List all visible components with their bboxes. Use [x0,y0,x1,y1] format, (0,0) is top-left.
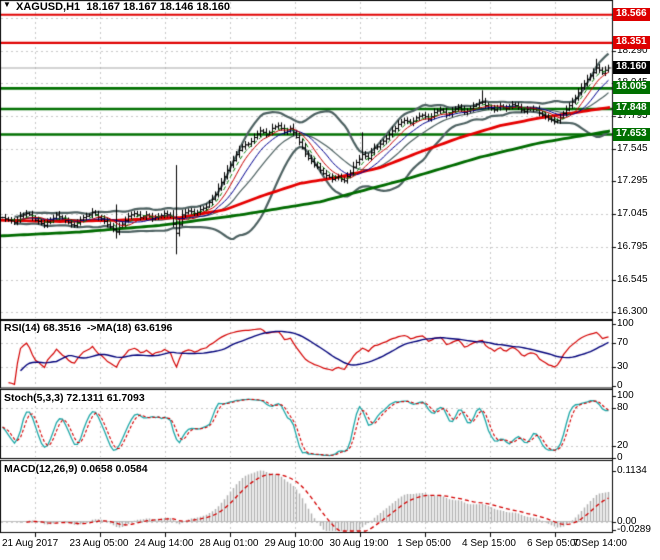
price-axis-tick: 17.295 [617,175,648,187]
macd-axis-tick: -0.0289 [617,524,651,535]
price-level-badge: 18.351 [613,35,650,49]
stoch-axis-tick: 80 [617,402,629,414]
price-level-badge: 17.653 [613,127,650,141]
price-axis-tick: 16.795 [617,241,648,253]
macd-axis-tick: 0.00 [617,515,637,527]
stoch-indicator-label: Stoch(5,3,3) 72.1311 61.7093 [4,392,145,404]
stoch-axis-tick: 20 [617,439,629,451]
rsi-axis-tick: 30 [617,361,629,373]
rsi-axis-tick: 70 [617,336,629,348]
price-level-badge: 17.848 [613,101,650,115]
macd-axis-tick: 0.1134 [617,464,647,476]
price-level-badge: 18.005 [613,81,650,95]
time-axis-label: 7 Sep 14:00 [573,538,627,549]
time-axis-label: 29 Aug 10:00 [264,538,324,549]
price-axis-tick: 16.300 [617,306,648,318]
rsi-indicator-label: RSI(14) 68.3516 ->MA(18) 63.6196 [4,322,173,334]
rsi-axis-tick: 0 [617,380,623,391]
price-axis-tick: 18.290 [617,44,648,56]
price-level-badge: 18.160 [613,61,650,74]
chart-title-quote: XAGUSD,H1 18.167 18.167 18.146 18.160 [16,1,231,13]
price-level-badge: 18.566 [613,7,650,21]
price-axis-tick: 17.545 [617,142,648,154]
time-axis-label: 21 Aug 2017 [2,538,59,549]
price-axis-tick: 16.545 [617,273,648,285]
time-axis-label: 28 Aug 01:00 [199,538,259,549]
time-axis-label: 30 Aug 19:00 [329,538,389,549]
time-axis-label: 24 Aug 14:00 [134,538,194,549]
time-axis-label: 6 Sep 05:00 [527,538,581,549]
time-axis-label: 1 Sep 05:00 [397,538,451,549]
time-axis-label: 23 Aug 05:00 [69,538,129,549]
macd-indicator-label: MACD(12,26,9) 0.0658 0.0584 [4,463,148,475]
symbol-menu-icon[interactable]: ▼ [3,0,11,9]
price-axis-tick: 17.795 [617,109,648,121]
price-axis-tick: 17.045 [617,208,648,220]
rsi-axis-tick: 100 [617,318,634,329]
stoch-axis-tick: 0 [617,452,623,463]
stoch-axis-tick: 100 [617,390,634,401]
time-axis-label: 4 Sep 15:00 [462,538,516,549]
